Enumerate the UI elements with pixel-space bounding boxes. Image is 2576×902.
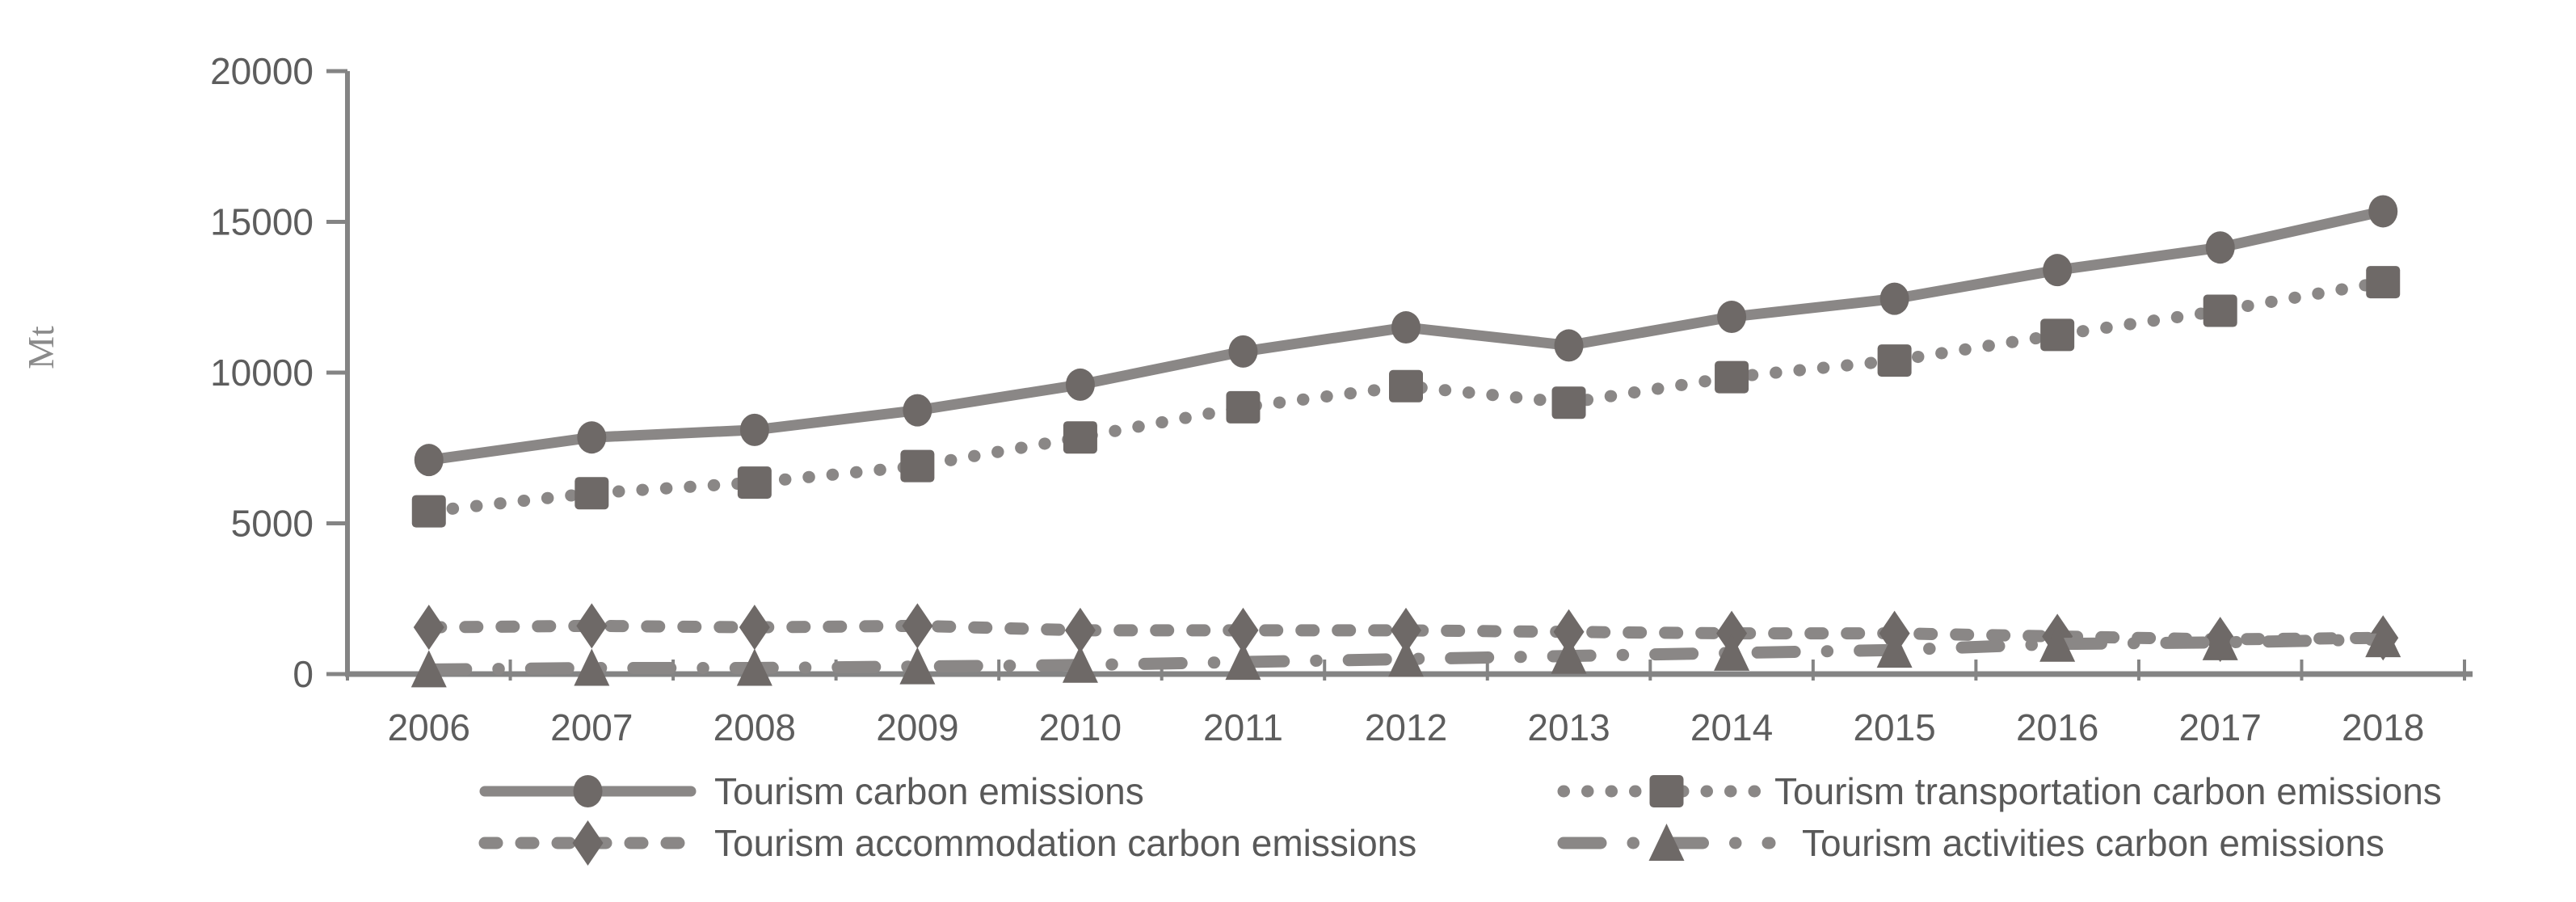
data-point-circle <box>903 394 932 427</box>
data-point-square <box>2203 294 2237 327</box>
data-point-circle <box>573 775 603 807</box>
series-square <box>411 266 2401 528</box>
y-tick-label: 5000 <box>231 503 314 545</box>
data-point-diamond <box>902 603 933 649</box>
data-point-square <box>1715 360 1749 394</box>
data-point-circle <box>2205 231 2235 264</box>
legend-label: Tourism transportation carbon emissions <box>1774 770 2442 812</box>
legend-label: Tourism accommodation carbon emissions <box>714 822 1416 864</box>
data-point-circle <box>2368 195 2398 228</box>
x-tick-label: 2006 <box>388 706 470 748</box>
data-point-square <box>2366 266 2401 299</box>
data-point-diamond <box>576 603 608 649</box>
legend-label: Tourism carbon emissions <box>714 770 1144 812</box>
legend-item-tourism-total: Tourism carbon emissions <box>479 770 1144 812</box>
x-tick-label: 2016 <box>2016 706 2098 748</box>
legend-item-tourism-accommodation: Tourism accommodation carbon emissions <box>478 820 1416 866</box>
x-tick-label: 2014 <box>1690 706 1773 748</box>
y-tick-label: 15000 <box>210 201 314 243</box>
y-tick-label: 20000 <box>210 50 314 92</box>
y-axis-unit-label: Mt <box>20 326 61 369</box>
legend-item-tourism-transportation: Tourism transportation carbon emissions <box>1557 770 2442 812</box>
data-point-circle <box>739 413 769 446</box>
data-point-square <box>900 449 935 483</box>
data-point-triangle <box>1648 824 1685 861</box>
data-point-triangle <box>1714 633 1750 671</box>
x-tick-label: 2015 <box>1853 706 1935 748</box>
data-point-circle <box>577 421 607 454</box>
data-point-square <box>737 466 772 499</box>
data-point-triangle <box>1062 645 1098 683</box>
data-point-circle <box>1717 300 1747 333</box>
data-point-circle <box>1228 335 1258 368</box>
x-tick-label: 2012 <box>1365 706 1447 748</box>
data-point-triangle <box>574 648 610 686</box>
data-point-circle <box>1391 311 1421 344</box>
legend: Tourism carbon emissions Tourism transpo… <box>478 770 2442 866</box>
data-point-square <box>575 477 609 510</box>
x-tick-label: 2011 <box>1203 706 1283 748</box>
y-axis: 0 5000 10000 15000 20000 <box>210 50 350 695</box>
data-point-square <box>1551 386 1586 419</box>
data-point-square <box>1649 775 1684 807</box>
x-tick-label: 2007 <box>550 706 633 748</box>
x-tick-label: 2008 <box>713 706 796 748</box>
legend-sample-dashed-diamond <box>478 820 697 866</box>
series-triangle <box>410 620 2401 688</box>
data-point-triangle <box>2039 624 2076 662</box>
data-point-circle <box>1879 282 1909 315</box>
data-point-triangle <box>2365 620 2401 658</box>
data-point-triangle <box>1551 636 1587 674</box>
legend-label: Tourism activities carbon emissions <box>1802 822 2384 864</box>
data-point-triangle <box>899 647 936 685</box>
data-point-diamond <box>572 820 604 866</box>
data-point-circle <box>2043 254 2073 287</box>
x-tick-label: 2010 <box>1039 706 1122 748</box>
data-point-triangle <box>1388 639 1424 677</box>
data-point-triangle <box>2202 622 2238 660</box>
data-point-circle <box>1554 329 1584 362</box>
data-point-square <box>1389 369 1423 403</box>
data-point-triangle <box>1225 643 1261 681</box>
x-tick-label: 2017 <box>2179 706 2262 748</box>
data-point-diamond <box>1391 607 1421 653</box>
legend-item-tourism-activities: Tourism activities carbon emissions <box>1557 822 2384 864</box>
data-point-square <box>1226 390 1261 424</box>
y-tick-label: 10000 <box>210 352 314 394</box>
legend-sample-solid-circle <box>479 775 697 807</box>
x-tick-label: 2009 <box>876 706 958 748</box>
data-point-square <box>1877 344 1912 377</box>
data-point-triangle <box>1876 630 1913 668</box>
x-tick-label: 2018 <box>2342 706 2424 748</box>
data-point-diamond <box>1227 607 1259 653</box>
data-point-square <box>2040 318 2075 352</box>
data-point-diamond <box>1064 607 1096 653</box>
data-point-diamond <box>413 605 444 651</box>
data-point-circle <box>414 444 444 477</box>
y-tick-label: 0 <box>293 653 314 695</box>
data-point-square <box>1063 421 1097 454</box>
data-point-circle <box>1065 368 1095 401</box>
x-tick-label: 2013 <box>1527 706 1610 748</box>
data-point-square <box>411 495 446 528</box>
series-circle <box>414 195 2398 477</box>
data-point-diamond <box>739 605 770 651</box>
data-point-diamond <box>1553 609 1585 655</box>
data-point-triangle <box>410 650 447 688</box>
x-axis: 2006 2007 2008 2009 2010 2011 2012 2013 2014 2015… <box>345 660 2473 748</box>
legend-sample-dotted-square <box>1557 775 1776 807</box>
data-point-triangle <box>736 648 772 686</box>
series-plot-area <box>410 195 2401 688</box>
data-point-diamond <box>1716 610 1748 656</box>
legend-sample-dashdot-triangle <box>1557 824 1776 861</box>
